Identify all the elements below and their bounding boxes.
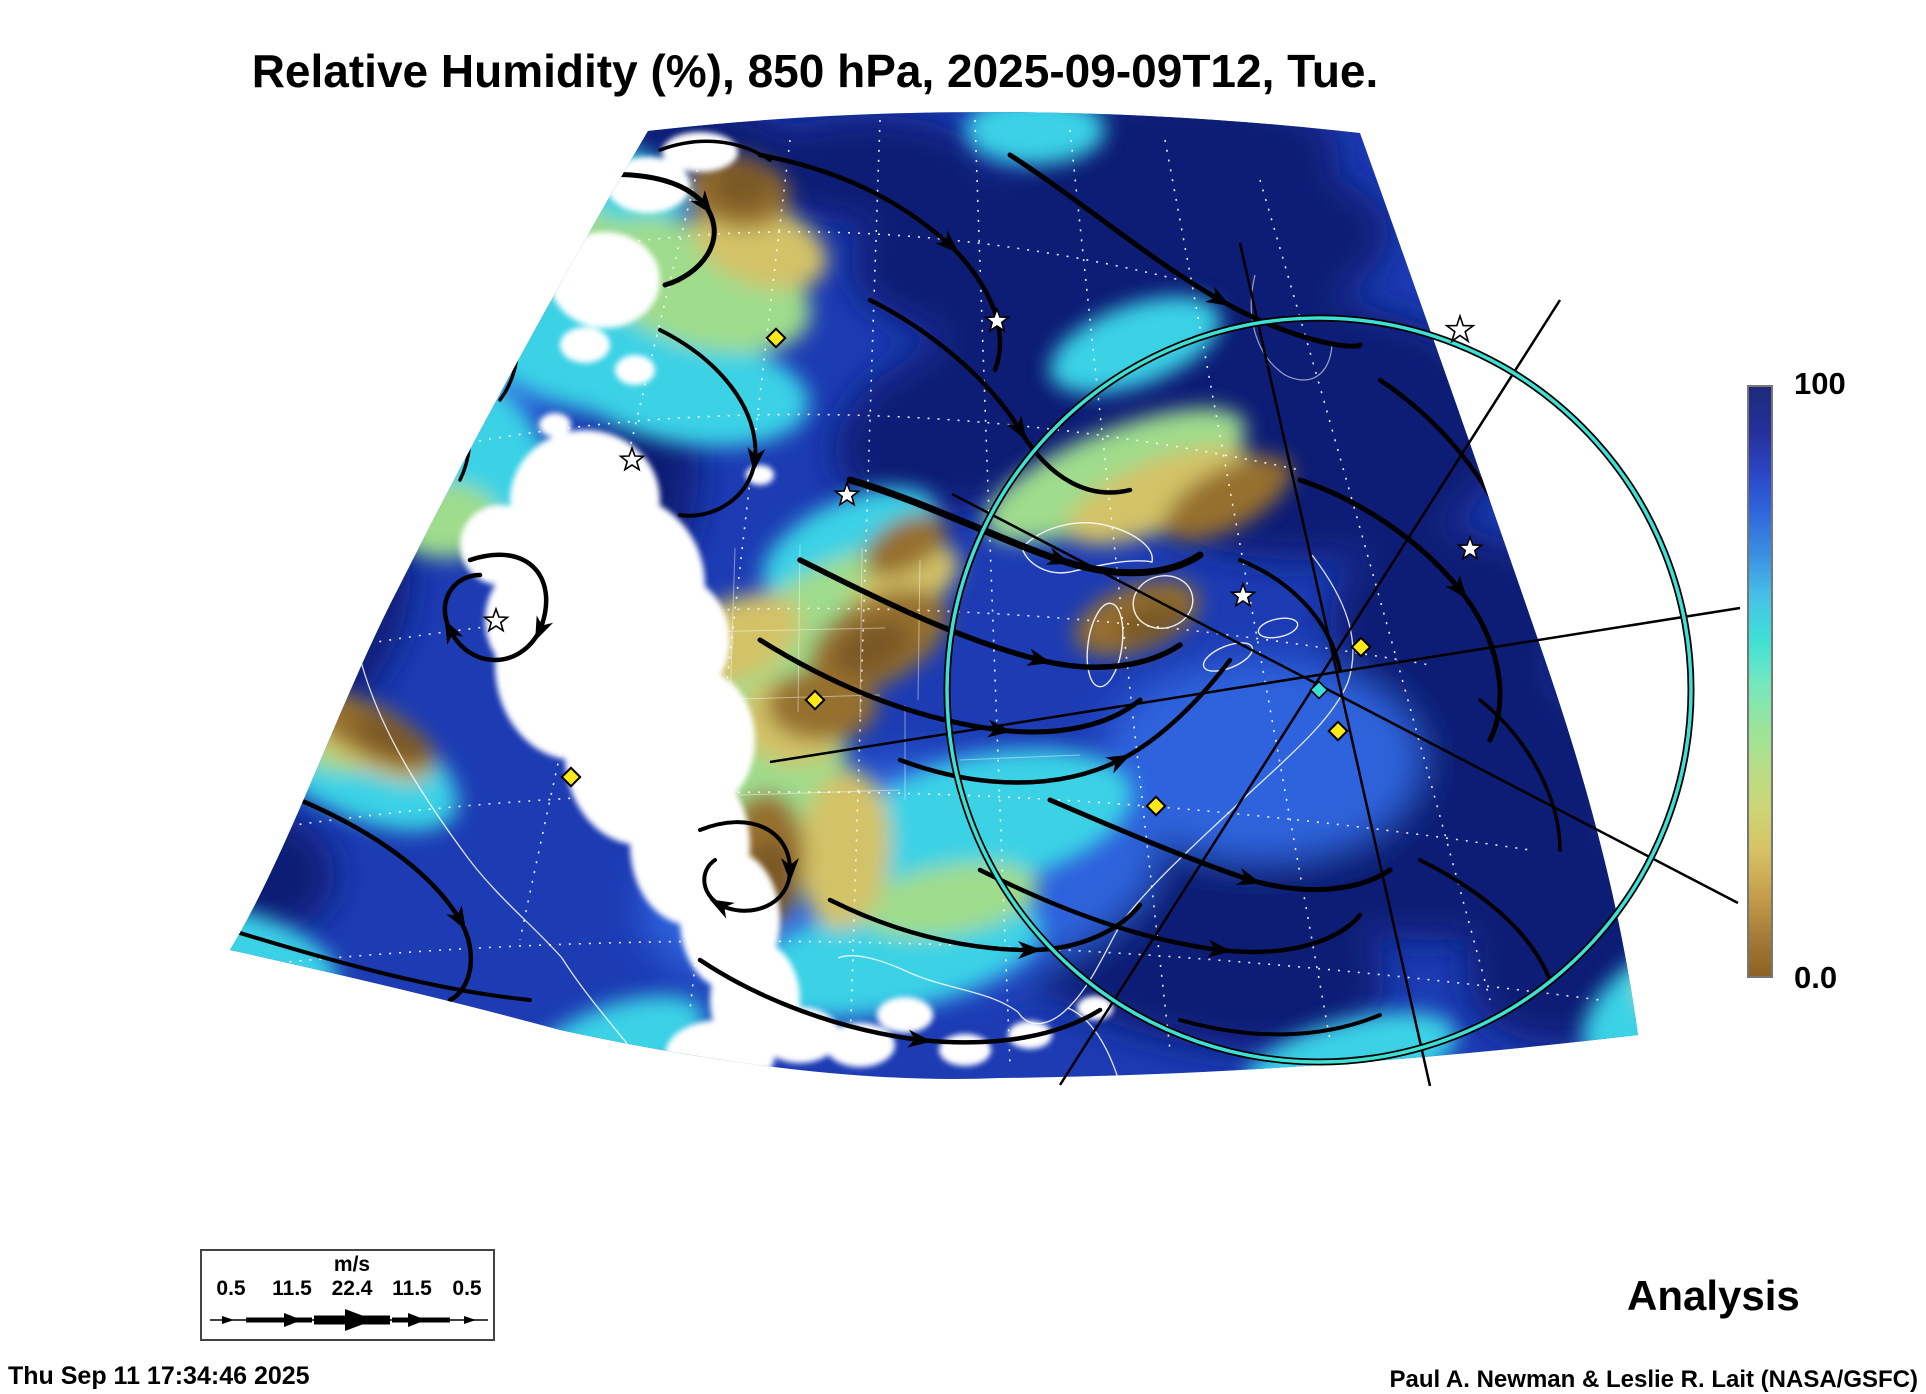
wind-arrow-scale <box>210 1309 488 1331</box>
cross-section-line <box>1058 299 1562 1086</box>
site-diamond-marker <box>1327 720 1349 742</box>
wind-speed-tick: 0.5 <box>452 1277 482 1300</box>
overlay-layer <box>482 242 1741 1087</box>
wind-units-label: m/s <box>333 1253 371 1276</box>
wind-speed-tick: 22.4 <box>331 1277 373 1300</box>
colorbar-max-label: 100 <box>1794 366 1846 401</box>
wind-speed-tick: 11.5 <box>392 1277 432 1300</box>
site-diamond-marker <box>1145 795 1167 817</box>
site-diamond-marker <box>804 689 826 711</box>
colorbar-min-label: 0.0 <box>1794 960 1838 995</box>
open-star-marker <box>1444 313 1476 344</box>
coastlines <box>331 274 1354 1079</box>
wind-speed-legend: m/s 0.5 11.5 22.4 11.5 0.5 <box>200 1249 495 1341</box>
wind-speed-tick: 11.5 <box>272 1277 312 1300</box>
humidity-colorbar <box>1747 385 1773 978</box>
cross-section-line <box>1238 242 1432 1087</box>
cross-section-line <box>951 492 1739 905</box>
wind-speed-tick: 0.5 <box>216 1277 246 1300</box>
range-ring <box>945 316 1693 1064</box>
city-star-marker <box>833 480 861 507</box>
city-star-marker <box>1229 581 1257 608</box>
site-diamond-marker <box>560 766 582 788</box>
site-diamond-marker <box>765 327 787 349</box>
cross-section-line <box>769 606 1741 764</box>
map-title: Relative Humidity (%), 850 hPa, 2025-09-… <box>251 45 1379 97</box>
author-credit: Paul A. Newman & Leslie R. Lait (NASA/GS… <box>1389 1366 1918 1393</box>
analysis-label: Analysis <box>1627 1272 1800 1319</box>
great-lakes-outline <box>1021 522 1299 688</box>
creation-timestamp: Thu Sep 11 17:34:46 2025 <box>8 1362 310 1390</box>
wind-streamlines <box>230 139 1638 1080</box>
humidity-field <box>230 111 1638 1080</box>
ring-center-marker <box>1309 680 1329 700</box>
city-star-marker <box>618 445 646 472</box>
city-star-marker <box>983 306 1011 333</box>
city-star-marker <box>482 606 510 633</box>
site-diamond-marker <box>1350 636 1372 658</box>
city-star-marker <box>1456 534 1484 561</box>
